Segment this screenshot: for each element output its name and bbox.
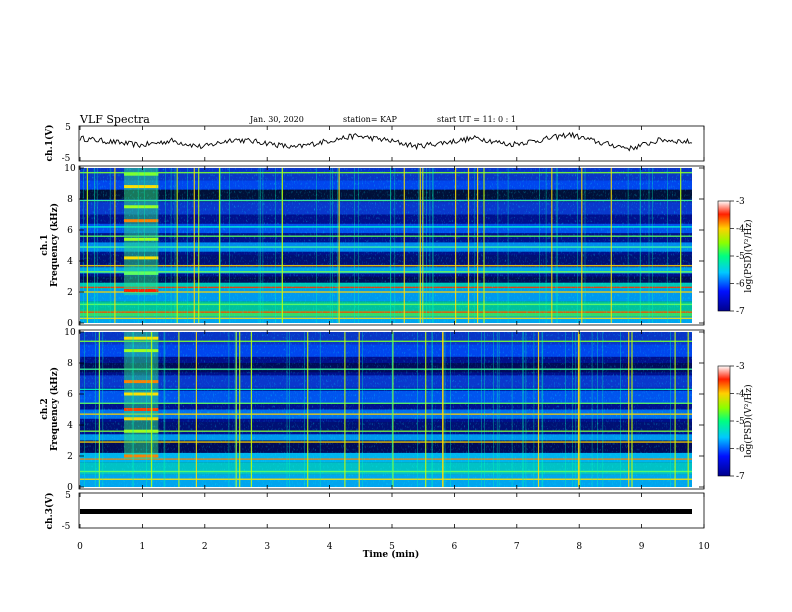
colorbar-tick-label: -6: [736, 280, 745, 290]
ch2-spec-yticks: 0 2 4 6 8 10: [64, 328, 704, 493]
colorbar-tick-label: -5: [736, 417, 745, 427]
date-label: Jan. 30, 2020: [249, 115, 304, 124]
ch1-waveform-line: [79, 131, 693, 152]
colorbar-tick-label: -3: [736, 362, 745, 372]
ch1-spec-ylabel-line2: Frequency (kHz): [49, 203, 60, 287]
station-label: station= KAP: [343, 115, 398, 124]
x-tick-label: 9: [639, 542, 645, 552]
x-tick-label: 3: [264, 542, 270, 552]
colorbar-tick-label: -4: [736, 225, 745, 235]
colorbar-tick-label: -6: [736, 445, 745, 455]
colorbar-tick-label: -5: [736, 252, 745, 262]
x-tick-label: 5: [389, 542, 395, 552]
x-tick-label: 6: [452, 542, 458, 552]
colorbar-tick-label: -3: [736, 197, 745, 207]
ch3-waveform-line: [80, 509, 692, 514]
ch1-spec-yticks: 0 2 4 6 8 10: [64, 164, 704, 329]
ch2-spectrogram: 0 2 4 6 8 10 ch.2 Frequency (kHz): [40, 328, 705, 493]
ch1-colorbar: -3 -4 -5 -6 -7 log(PSD)(V²/Hz): [717, 197, 754, 317]
x-tick-label: 2: [202, 542, 208, 552]
spec-ytick-label: 8: [67, 195, 73, 205]
spec-ytick-label: 4: [67, 257, 73, 267]
colorbar-tick-label: -4: [736, 390, 745, 400]
spec-ytick-label: 6: [67, 390, 73, 400]
ch1-ytick-bottom: -5: [62, 154, 71, 164]
x-tick-label: 4: [327, 542, 333, 552]
ch3-ylabel: ch.3(V): [44, 493, 55, 530]
ch2-colorbar: -3 -4 -5 -6 -7 log(PSD)(V²/Hz): [717, 362, 754, 482]
ch3-ytick-top: 5: [65, 491, 71, 501]
ch3-ytick-bottom: -5: [62, 522, 71, 532]
spec-ytick-label: 4: [67, 421, 73, 431]
ch3-panel: 5 -5 ch.3(V): [44, 491, 705, 532]
ch1-colorbar-label: log(PSD)(V²/Hz): [743, 219, 754, 292]
x-tick-label: 7: [514, 542, 520, 552]
spec-ytick-label: 6: [67, 226, 73, 236]
x-tick-label: 0: [77, 542, 83, 552]
ch2-spec-ylabel-line2: Frequency (kHz): [49, 367, 60, 451]
ch1-panel: 5 -5 ch.1(V): [44, 123, 705, 164]
spec-ytick-label: 2: [67, 288, 73, 298]
spec-ytick-label: 8: [67, 359, 73, 369]
x-tick-label: 10: [698, 542, 710, 552]
x-axis-label: Time (min): [363, 549, 420, 560]
time-axis: 0 1 2 3 4 5 6 7 8 9 10: [77, 126, 710, 552]
ch1-ylabel: ch.1(V): [44, 125, 55, 162]
x-tick-label: 1: [140, 542, 146, 552]
ch2-spec-ylabel-line1: ch.2: [40, 398, 50, 419]
spec-ytick-label: 2: [67, 452, 73, 462]
ch1-spec-ylabel-line1: ch.1: [40, 234, 50, 255]
start-time-label: start UT = 11: 0 : 1: [437, 115, 516, 124]
colorbar-tick-label: -7: [736, 472, 745, 482]
spec-ytick-label: 10: [64, 328, 76, 338]
ch1-spectrogram: 0 2 4 6 8 10 ch.1 Frequency (kHz): [40, 164, 705, 329]
spec-ytick-label: 10: [64, 164, 76, 174]
ch1-ytick-top: 5: [65, 123, 71, 133]
figure-title: VLF Spectra: [79, 113, 150, 126]
ch2-colorbar-label: log(PSD)(V²/Hz): [743, 384, 754, 457]
spec-ytick-label: 0: [67, 483, 73, 493]
x-tick-label: 8: [576, 542, 582, 552]
spec-ytick-label: 0: [67, 319, 73, 329]
colorbar-tick-label: -7: [736, 307, 745, 317]
